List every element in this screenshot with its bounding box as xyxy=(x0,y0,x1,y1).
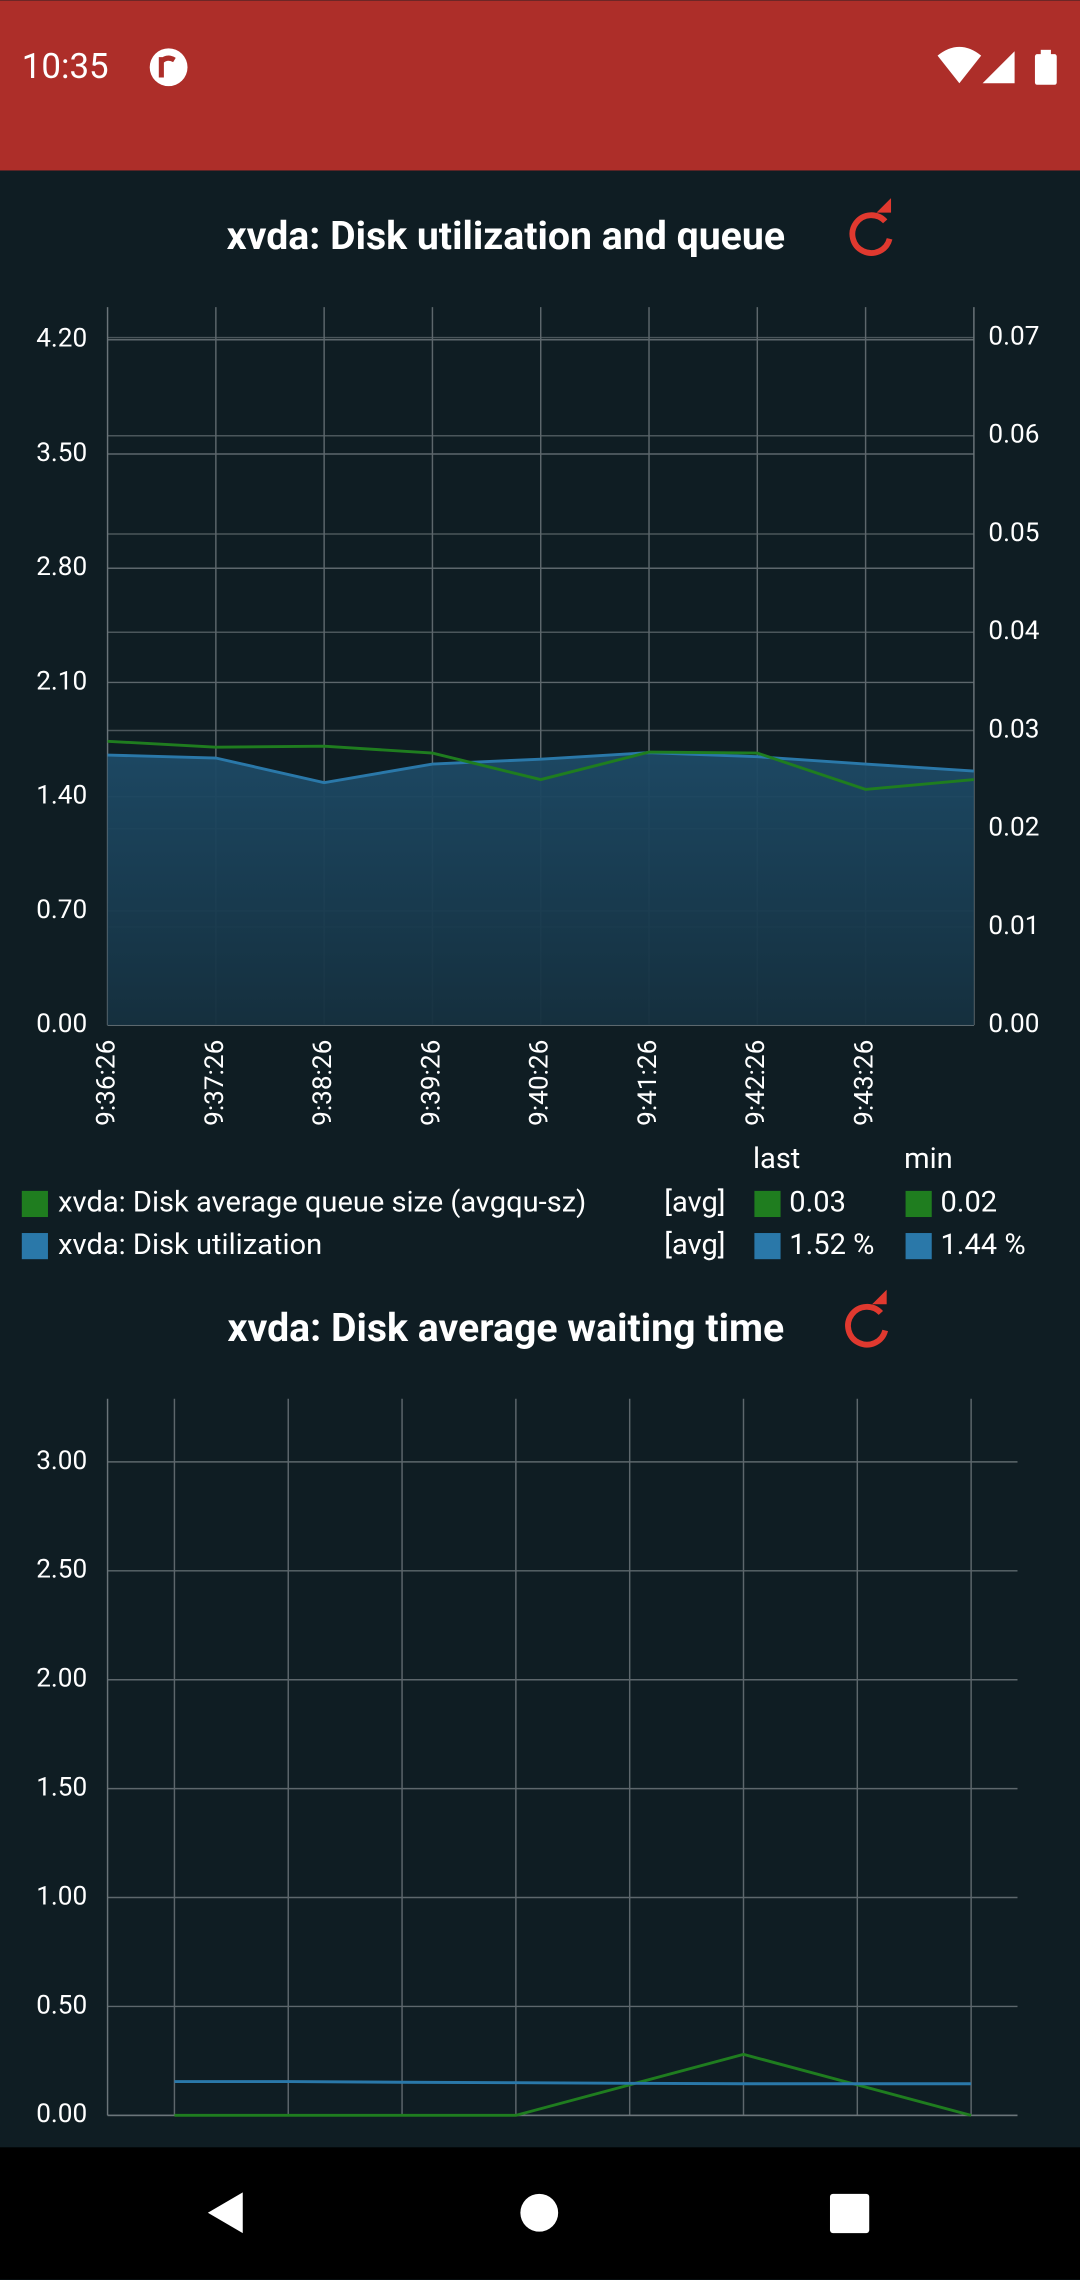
x-tick-label: 9:40:26 xyxy=(525,1040,555,1126)
x-tick-label: 9:38:26 xyxy=(308,1040,338,1126)
legend-stat: 0.03 xyxy=(789,1186,846,1220)
y-tick-label: 2.10 xyxy=(36,666,87,696)
legend-swatch xyxy=(21,1190,48,1218)
app-icon xyxy=(149,48,188,87)
y-tick-label: 0.00 xyxy=(36,2099,87,2129)
y-tick-label: 1.40 xyxy=(36,781,87,811)
refresh-button[interactable] xyxy=(845,1289,889,1348)
y-tick-label: 0.70 xyxy=(36,895,87,925)
y-tick-label: 2.80 xyxy=(36,552,87,582)
series-line xyxy=(174,2080,972,2086)
y-tick-label: 1.50 xyxy=(36,1773,87,1803)
legend-aggregate: [avg] xyxy=(664,1228,725,1262)
legend-swatch xyxy=(754,1190,781,1218)
y2-tick-label: 0.06 xyxy=(988,420,1039,450)
y2-tick-label: 0.04 xyxy=(988,616,1039,646)
chart-title: xvda: Disk average waiting time xyxy=(228,1305,785,1351)
series-line xyxy=(174,2052,972,2117)
battery-icon xyxy=(1034,49,1057,85)
y2-tick-label: 0.01 xyxy=(988,911,1039,941)
y-tick-label: 0.00 xyxy=(36,1009,87,1039)
status-bar xyxy=(0,0,1080,171)
legend-label: xvda: Disk average queue size (avgqu-sz) xyxy=(58,1186,586,1220)
x-tick-label: 9:37:26 xyxy=(200,1040,230,1126)
y-tick-label: 2.00 xyxy=(36,1664,87,1694)
y2-tick-label: 0.02 xyxy=(988,813,1039,843)
legend-stat: 0.02 xyxy=(940,1186,997,1220)
legend-swatch xyxy=(905,1190,932,1218)
legend-swatch xyxy=(905,1233,932,1260)
y-tick-label: 1.00 xyxy=(36,1881,87,1911)
clock: 10:35 xyxy=(22,46,109,87)
refresh-button[interactable] xyxy=(849,198,893,256)
y-tick-label: 0.50 xyxy=(36,1990,87,2020)
recents-button[interactable] xyxy=(829,2193,870,2234)
y2-tick-label: 0.00 xyxy=(988,1009,1039,1039)
chart-title: xvda: Disk utilization and queue xyxy=(227,213,785,259)
legend-column-header: last xyxy=(753,1142,800,1176)
y2-tick-label: 0.05 xyxy=(988,518,1039,548)
y2-tick-label: 0.07 xyxy=(988,321,1039,351)
y-tick-label: 2.50 xyxy=(36,1555,87,1585)
home-button[interactable] xyxy=(520,2193,559,2232)
legend-swatch xyxy=(754,1233,781,1260)
back-button[interactable] xyxy=(207,2192,243,2234)
y2-tick-label: 0.03 xyxy=(988,714,1039,744)
x-tick-label: 9:41:26 xyxy=(633,1040,663,1126)
legend-swatch xyxy=(21,1233,48,1260)
legend-aggregate: [avg] xyxy=(664,1186,725,1220)
legend-stat: 1.44 % xyxy=(940,1228,1025,1262)
x-tick-label: 9:39:26 xyxy=(416,1040,446,1126)
legend-stat: 1.52 % xyxy=(789,1228,874,1262)
y-tick-label: 4.20 xyxy=(36,324,87,354)
x-tick-label: 9:36:26 xyxy=(91,1040,121,1126)
y-tick-label: 3.00 xyxy=(36,1446,87,1476)
x-tick-label: 9:42:26 xyxy=(741,1040,771,1126)
y-tick-label: 3.50 xyxy=(36,438,87,468)
x-tick-label: 9:43:26 xyxy=(850,1040,880,1126)
plot-area xyxy=(108,1399,1018,2116)
series-line xyxy=(107,739,975,791)
series-area xyxy=(107,752,974,1026)
legend-column-header: min xyxy=(904,1142,953,1176)
legend-label: xvda: Disk utilization xyxy=(58,1228,322,1262)
wifi-icon xyxy=(937,46,982,84)
series-line xyxy=(107,751,974,785)
